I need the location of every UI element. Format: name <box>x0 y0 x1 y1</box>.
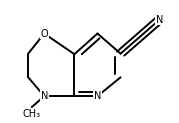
Text: N: N <box>40 91 48 101</box>
Text: O: O <box>40 29 48 38</box>
Text: CH₃: CH₃ <box>23 109 41 119</box>
Text: N: N <box>156 15 163 25</box>
Text: N: N <box>94 91 101 101</box>
